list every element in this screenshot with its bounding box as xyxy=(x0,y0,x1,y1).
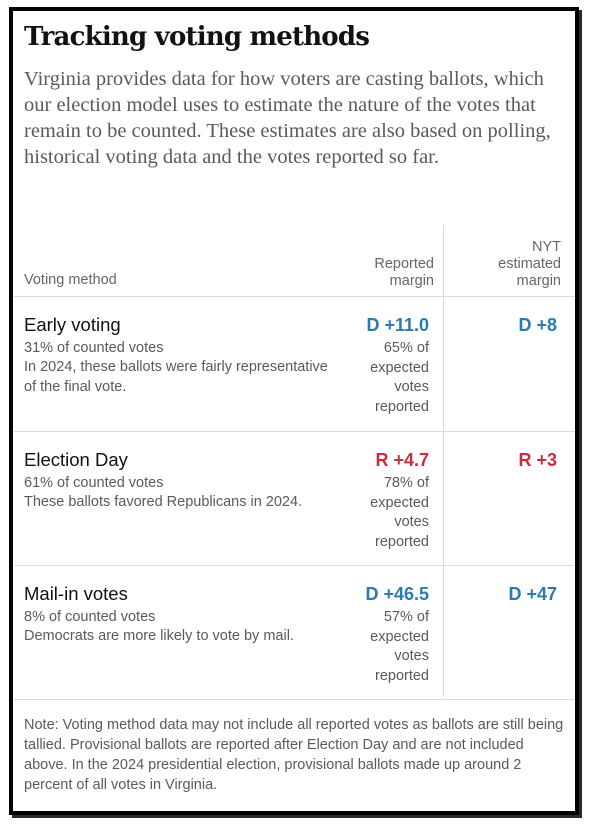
reported-percent-line: reported xyxy=(374,667,429,684)
reported-margin: D +11.0 xyxy=(366,315,429,335)
column-header-reported-line: margin xyxy=(389,273,434,289)
column-header-reported-margin: Reported margin xyxy=(344,256,434,290)
reported-percent-line: 57% of xyxy=(383,609,429,625)
table-bottom-divider xyxy=(13,699,575,700)
reported-margin: D +46.5 xyxy=(365,584,429,604)
table-row: Mail-in votes 8% of counted votes Democr… xyxy=(13,566,575,700)
method-note: Democrats are more likely to vote by mai… xyxy=(24,628,294,644)
reported-percent-line: expected xyxy=(370,494,429,511)
column-header-method: Voting method xyxy=(24,272,117,288)
row-divider xyxy=(13,431,575,432)
reported-percent-line: votes xyxy=(394,648,429,664)
column-header-estimated-margin: NYT estimated margin xyxy=(461,239,561,290)
method-note: These ballots favored Republicans in 202… xyxy=(24,494,303,510)
column-header-estimated-line: NYT xyxy=(532,239,561,255)
reported-percent-line: reported xyxy=(374,533,429,550)
intro-text: Virginia provides data for how voters ar… xyxy=(24,68,551,168)
estimated-margin: R +3 xyxy=(518,450,557,470)
method-share: 31% of counted votes xyxy=(24,340,164,356)
table-row: Early voting 31% of counted votes In 202… xyxy=(13,297,575,431)
reported-percent: 65% of expected votes reported xyxy=(349,339,429,417)
reported-percent-line: votes xyxy=(394,379,429,395)
row-divider xyxy=(13,565,575,566)
column-header-estimated-line: estimated xyxy=(498,256,561,272)
reported-percent: 57% of expected votes reported xyxy=(349,608,429,686)
estimated-margin: D +8 xyxy=(518,315,557,335)
estimated-margin: D +47 xyxy=(508,584,557,604)
table-header-divider xyxy=(13,296,575,297)
footnote: Note: Voting method data may not include… xyxy=(24,717,564,793)
reported-percent-line: reported xyxy=(374,398,429,415)
method-name: Early voting xyxy=(24,314,121,335)
reported-percent-line: 65% of xyxy=(383,340,429,356)
method-name: Mail-in votes xyxy=(24,583,128,604)
reported-margin: R +4.7 xyxy=(375,450,429,470)
page-title: Tracking voting methods xyxy=(24,22,370,52)
column-header-estimated-line: margin xyxy=(516,273,561,289)
reported-percent-line: expected xyxy=(370,359,429,376)
method-name: Election Day xyxy=(24,449,128,470)
column-header-reported-line: Reported xyxy=(374,256,434,272)
column-divider xyxy=(443,225,444,697)
reported-percent-line: votes xyxy=(394,514,429,530)
table-row: Election Day 61% of counted votes These … xyxy=(13,432,575,566)
reported-percent: 78% of expected votes reported xyxy=(349,474,429,552)
method-share: 61% of counted votes xyxy=(24,475,164,491)
method-share: 8% of counted votes xyxy=(24,609,156,625)
voting-methods-card: Tracking voting methods Virginia provide… xyxy=(9,7,579,815)
method-note: In 2024, these ballots were fairly repre… xyxy=(24,359,328,395)
reported-percent-line: expected xyxy=(370,628,429,645)
reported-percent-line: 78% of xyxy=(383,475,429,491)
